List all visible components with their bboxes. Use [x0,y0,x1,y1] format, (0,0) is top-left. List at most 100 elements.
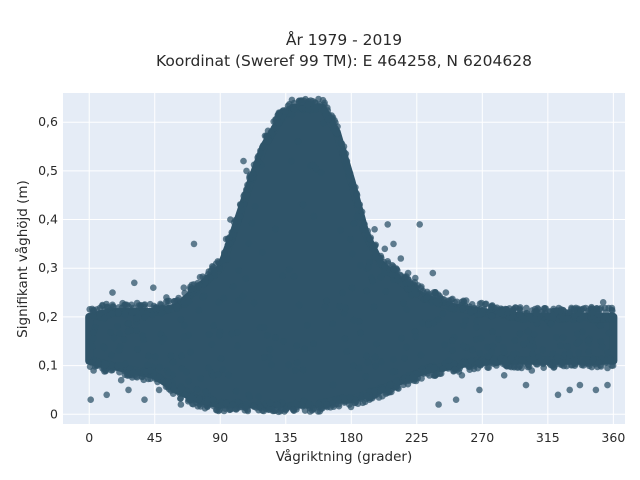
data-point [468,301,476,308]
outlier-point [397,255,405,262]
data-point [264,133,271,140]
data-point [579,328,586,336]
data-point [448,305,455,312]
data-point [293,342,301,350]
outlier-point [90,367,97,374]
data-point [460,297,467,305]
data-point [178,352,185,360]
data-point [153,304,160,312]
data-point [393,383,401,390]
data-point [417,351,425,359]
data-point [125,320,132,327]
data-point [211,266,218,274]
data-point [164,378,172,386]
data-point [158,309,165,317]
y-tick-label: 0 [50,406,58,421]
y-tick-label: 0,5 [38,163,58,178]
data-point [347,236,354,243]
data-point [345,167,352,175]
data-point [445,357,453,364]
data-point [609,307,616,314]
outlier-point [237,201,244,209]
data-point [165,369,172,377]
data-point [330,403,338,411]
data-point [363,392,370,400]
data-point [266,406,273,413]
data-point [152,353,159,361]
data-point [597,338,605,345]
data-point [266,346,274,353]
outlier-point [566,386,573,394]
data-point [404,275,412,283]
data-point [419,319,426,327]
data-point [403,343,411,351]
data-point [144,361,151,369]
data-point [451,366,459,373]
data-point [147,367,154,374]
data-point [371,242,379,250]
data-point [449,337,456,344]
data-point [354,201,362,208]
data-point [205,331,213,338]
data-point [534,304,541,312]
data-point [372,250,379,257]
data-point [351,399,359,407]
outlier-point [163,294,170,301]
data-point [343,348,350,355]
outlier-point [371,226,378,233]
data-point [107,329,114,336]
data-point [246,394,253,401]
data-point [285,361,292,369]
data-point [197,375,204,382]
outlier-point [227,216,234,223]
data-point [337,226,345,234]
data-point [339,289,347,297]
outlier-point [170,386,177,394]
data-point [217,355,225,362]
data-point [473,323,480,331]
outlier-point [359,226,367,233]
data-point [482,359,490,367]
data-point [299,366,307,374]
data-point [520,315,528,323]
data-point [328,112,335,119]
data-point [557,342,564,349]
data-point [575,337,583,345]
data-point [370,303,378,311]
outlier-point [429,269,437,277]
data-point [197,403,204,410]
data-point [114,323,121,330]
data-point [309,161,317,169]
data-point [329,120,337,127]
data-point [529,350,536,358]
x-axis-title: Vågriktning (grader) [276,448,413,465]
outlier-point [243,167,250,175]
data-point [90,335,97,342]
data-point [259,249,266,256]
data-point [167,352,175,360]
data-point [180,299,188,306]
data-point [205,268,213,275]
outlier-point [353,191,361,199]
outlier-point [289,406,297,413]
outlier-point [390,240,397,248]
data-point [349,250,356,258]
data-point [573,330,581,338]
data-point [412,333,420,340]
data-point [260,324,268,332]
data-point [267,128,275,136]
data-point [379,386,387,394]
data-point [214,258,222,265]
data-point [361,220,368,228]
data-point [292,399,300,407]
data-point [181,322,188,329]
data-point [290,106,298,113]
data-point [357,213,365,221]
data-point [181,289,188,297]
outlier-point [125,386,132,394]
data-point [202,388,209,395]
data-point [310,212,318,220]
data-point [418,375,425,382]
y-tick-label: 0,3 [38,260,58,275]
data-point [604,364,611,372]
